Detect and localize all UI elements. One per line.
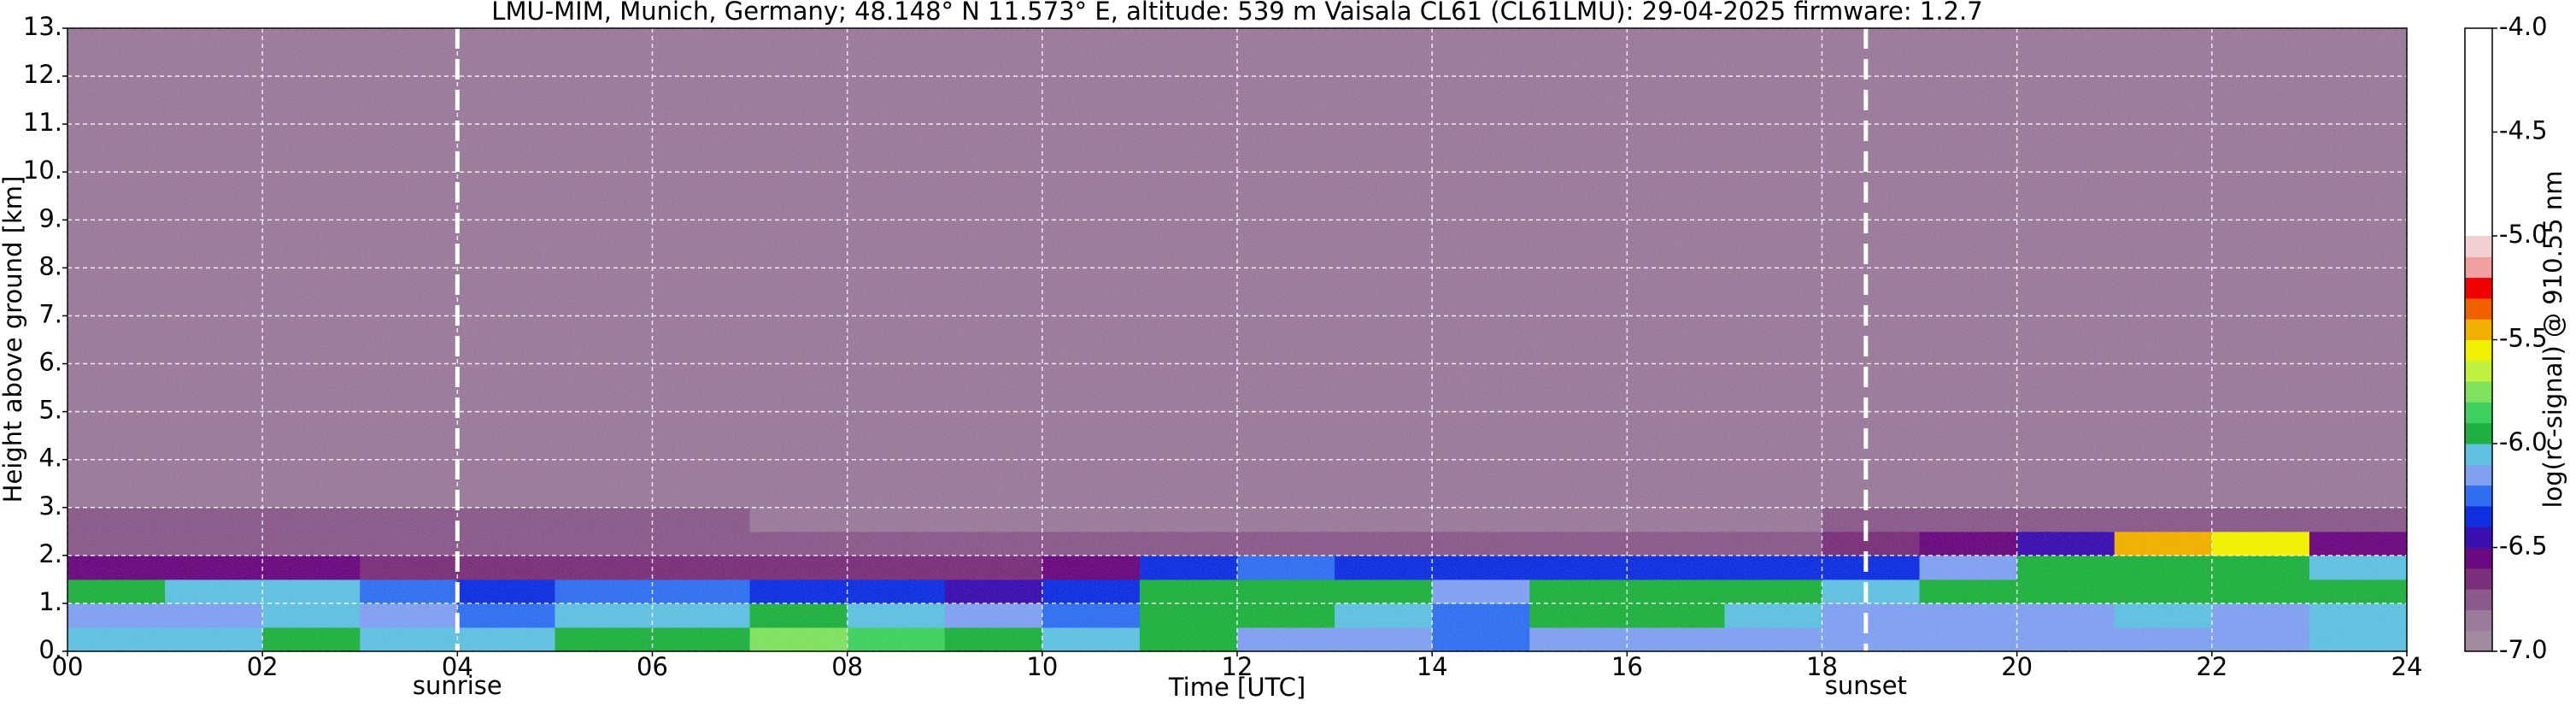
plot-frame: [67, 27, 2408, 652]
colorbar-band: [2465, 547, 2492, 569]
colorbar-over: [2465, 28, 2492, 236]
colorbar-tick-label: -6.5: [2499, 532, 2548, 561]
y-tick-label: 5.: [38, 396, 62, 425]
x-tick-label: 20: [2001, 652, 2033, 681]
x-tick-label: 06: [637, 652, 668, 681]
colorbar-label: log(rc-signal) @ 910.55 nm: [2538, 170, 2567, 508]
x-tick-label: 22: [2196, 652, 2227, 681]
colorbar-band: [2465, 339, 2492, 362]
colorbar-tick-label: -4.0: [2499, 12, 2548, 41]
colorbar-band: [2465, 589, 2492, 610]
colorbar-band: [2465, 277, 2492, 299]
y-tick-label: 2.: [38, 539, 62, 568]
x-axis-label: Time [UTC]: [1168, 673, 1306, 702]
annotation-label: sunrise: [413, 671, 502, 700]
colorbar-band: [2465, 360, 2492, 382]
x-tick-label: 02: [247, 652, 279, 681]
y-tick-label: 4.: [38, 444, 62, 473]
colorbar-band: [2465, 444, 2492, 465]
colorbar-tick-label: -4.5: [2499, 116, 2548, 145]
x-tick-label: 14: [1417, 652, 1448, 681]
colorbar-band: [2465, 527, 2492, 548]
colorbar-band: [2465, 402, 2492, 424]
y-tick-label: 9.: [38, 203, 62, 232]
colorbar-tick-label: -7.0: [2499, 635, 2548, 664]
y-tick-label: 11.: [23, 108, 62, 137]
colorbar-band: [2465, 505, 2492, 527]
colorbar-band: [2465, 630, 2492, 652]
y-tick-label: 10.: [23, 156, 62, 185]
colorbar-band: [2465, 236, 2492, 257]
y-tick-label: 3.: [38, 491, 62, 521]
x-tick-label: 18: [1806, 652, 1838, 681]
colorbar-band: [2465, 297, 2492, 320]
x-tick-label: 12: [1222, 652, 1253, 681]
y-tick-label: 6.: [38, 348, 62, 377]
y-tick-label: 0.: [38, 635, 62, 664]
x-tick-label: 08: [831, 652, 863, 681]
y-tick-label: 8.: [38, 251, 62, 280]
x-tick-label: 10: [1026, 652, 1058, 681]
overlay: [67, 27, 2408, 652]
colorbar-tick-label: -5.0: [2499, 220, 2548, 249]
colorbar-band: [2465, 464, 2492, 486]
x-tick-label: 24: [2391, 652, 2423, 681]
colorbar-tick-label: -6.0: [2499, 427, 2548, 456]
colorbar-band: [2465, 422, 2492, 444]
x-tick-label: 16: [1611, 652, 1643, 681]
colorbar-tick-label: -5.5: [2499, 324, 2548, 353]
colorbar-band: [2465, 256, 2492, 279]
colorbar-band: [2465, 568, 2492, 590]
x-tick-label: 04: [442, 652, 473, 681]
colorbar-band: [2465, 485, 2492, 507]
y-tick-label: 12.: [23, 60, 62, 89]
y-axis-label: Height above ground [km]: [0, 176, 27, 503]
y-tick-label: 13.: [23, 12, 62, 41]
colorbar-band: [2465, 609, 2492, 632]
annotation-label: sunset: [1825, 671, 1907, 700]
x-tick-label: 00: [52, 652, 84, 681]
colorbar-band: [2465, 319, 2492, 340]
colorbar-band: [2465, 381, 2492, 403]
chart-title: LMU-MIM, Munich, Germany; 48.148° N 11.5…: [491, 0, 1982, 26]
y-tick-label: 1.: [38, 587, 62, 616]
y-tick-label: 7.: [38, 299, 62, 328]
